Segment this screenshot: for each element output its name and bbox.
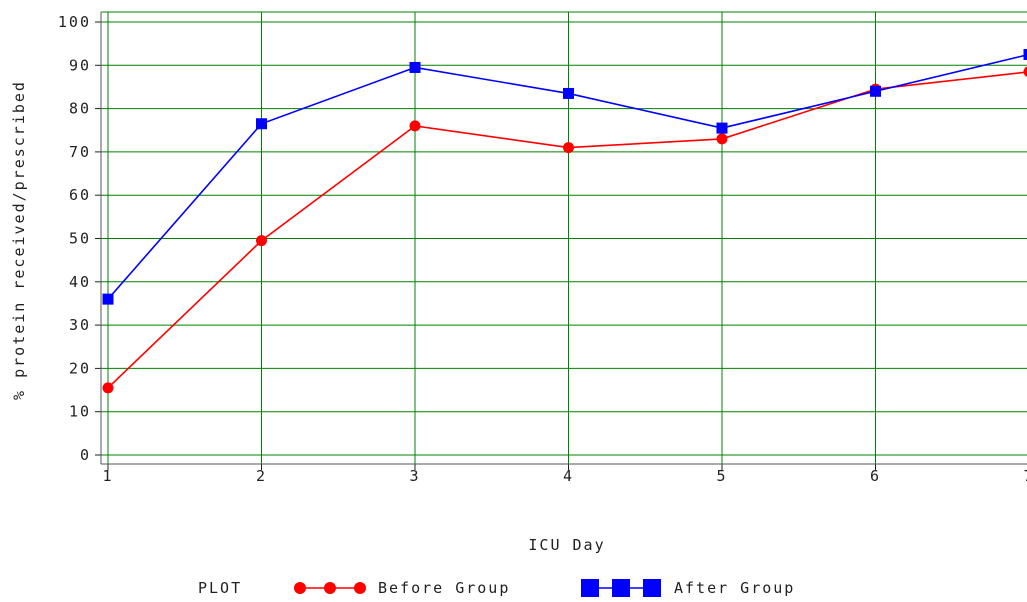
x-tick-label: 5 <box>716 467 727 485</box>
y-tick-label: 70 <box>69 143 91 161</box>
y-tick-label: 50 <box>69 230 91 248</box>
data-point-before-group <box>563 142 574 154</box>
legend-title: PLOT <box>198 579 242 597</box>
y-tick-label: 80 <box>69 100 91 118</box>
x-tick-label: 6 <box>870 467 881 485</box>
data-point-after-group <box>256 118 267 130</box>
legend-entry-before-group: Before Group <box>294 579 510 597</box>
legend-entry-after-group: After Group <box>581 579 795 597</box>
data-point-before-group <box>102 382 114 394</box>
legend-marker-after-group <box>612 579 630 597</box>
y-axis-label: % protein received/prescribed <box>10 80 28 400</box>
y-tick-label: 60 <box>69 186 91 204</box>
x-axis-label: ICU Day <box>528 536 605 554</box>
y-tick-label: 20 <box>69 359 91 377</box>
x-tick-label: 1 <box>102 467 113 485</box>
series-after-group <box>102 48 1027 305</box>
data-point-after-group <box>870 85 881 97</box>
data-point-after-group <box>716 122 728 134</box>
x-tick-label: 2 <box>256 467 267 485</box>
axes <box>95 12 1027 470</box>
legend: PLOT Before Group After Group <box>198 579 795 597</box>
y-tick-label: 10 <box>69 403 91 421</box>
data-point-after-group <box>563 87 574 99</box>
data-point-before-group <box>716 133 728 145</box>
grid <box>101 11 1027 464</box>
legend-marker-before-group <box>294 582 306 594</box>
x-tick-label: 3 <box>409 467 420 485</box>
legend-marker-before-group <box>354 582 366 594</box>
x-tick-label: 7 <box>1023 467 1027 485</box>
series <box>102 48 1027 394</box>
data-point-before-group <box>1023 66 1027 77</box>
series-before-group <box>102 66 1027 394</box>
legend-marker-before-group <box>324 582 336 594</box>
legend-label-after-group: After Group <box>674 579 795 597</box>
data-point-after-group <box>102 293 114 305</box>
x-tick-label: 4 <box>563 467 574 485</box>
y-tick-label: 30 <box>69 316 91 334</box>
y-tick-label: 90 <box>69 56 91 74</box>
legend-marker-after-group <box>581 579 599 597</box>
y-tick-label: 40 <box>69 273 91 291</box>
tick-labels: 0 10 20 30 40 50 60 70 80 90 100 1 2 3 4 5 6 7 <box>58 13 1027 485</box>
data-point-after-group <box>1023 48 1027 60</box>
y-tick-label: 0 <box>80 446 91 464</box>
y-tick-label: 100 <box>58 13 91 31</box>
data-point-before-group <box>409 120 421 132</box>
data-point-before-group <box>256 235 267 247</box>
legend-marker-after-group <box>643 579 661 597</box>
data-point-after-group <box>409 61 421 73</box>
legend-label-before-group: Before Group <box>378 579 510 597</box>
series-line-before-group <box>107 71 1027 389</box>
